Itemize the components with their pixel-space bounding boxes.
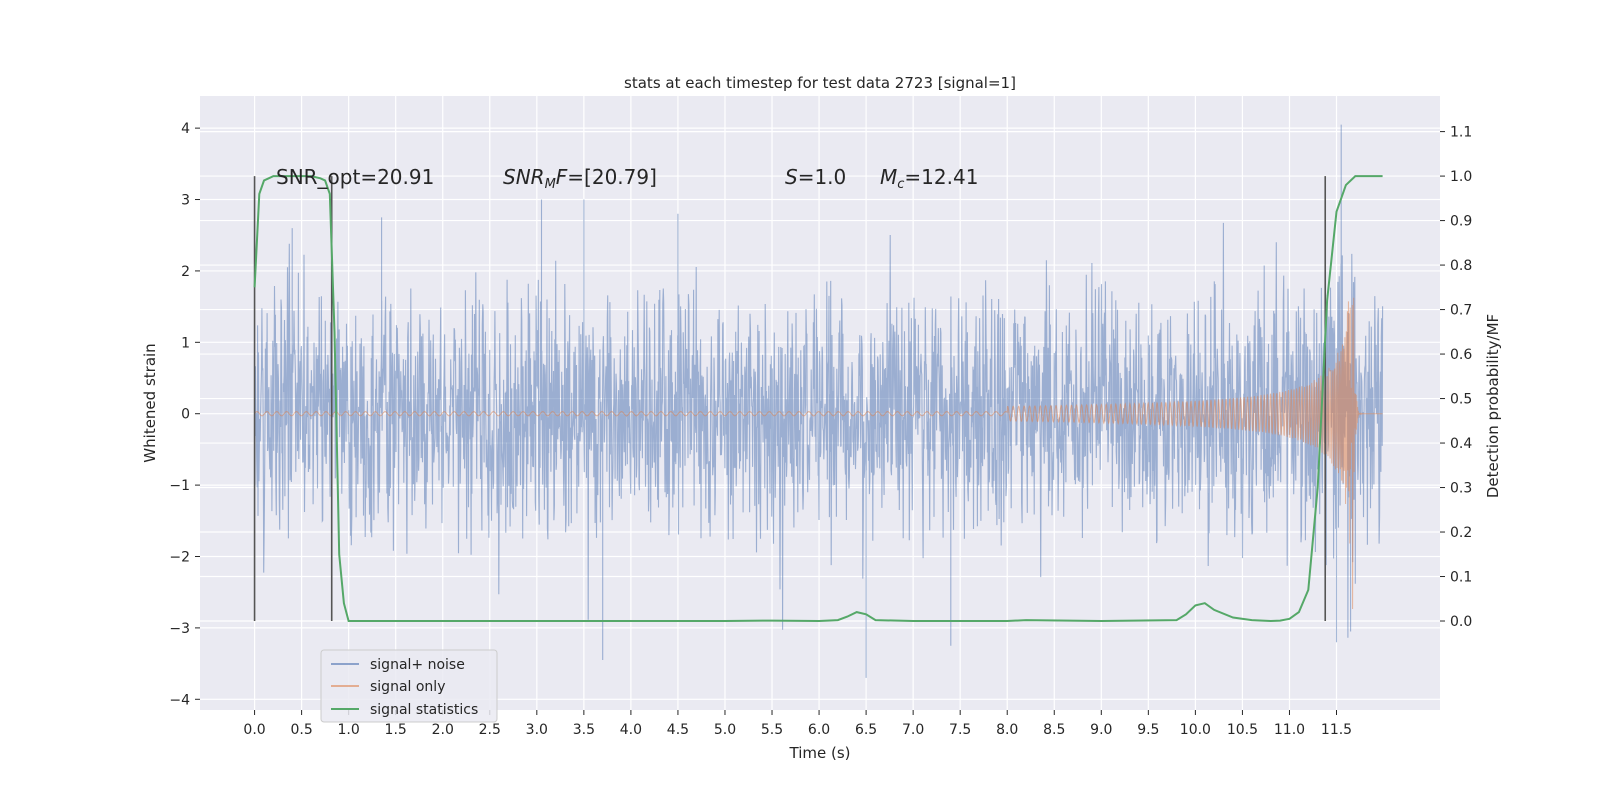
legend-label-signal-only: signal only [370,679,445,695]
annotation-snr-mf-rest: =[20.79] [567,165,657,189]
y-right-tick-label: 0.5 [1450,392,1472,408]
series-signal-only [254,297,1383,610]
chart-title: stats at each timestep for test data 272… [624,74,1016,92]
y-left-tick-label: 2 [181,264,190,280]
x-tick-label: 2.5 [479,722,501,738]
y-right-tick-label: 0.4 [1450,436,1472,452]
x-tick-label: 9.5 [1137,722,1159,738]
annotation-mc-sub: c [897,177,904,192]
y-left-tick-label: −3 [169,621,190,637]
series-signal-plus-noise [254,124,1384,678]
y-right-tick-label: 0.9 [1450,214,1472,230]
x-tick-label: 8.0 [996,722,1018,738]
x-tick-label: 11.0 [1274,722,1305,738]
x-axis-ticks: 0.0 0.5 1.0 1.5 2.0 2.5 3.0 3.5 4.0 4.5 5.0 5.5 6.0 6… [243,710,1352,738]
x-tick-label: 4.0 [620,722,642,738]
y-right-tick-label: 0.6 [1450,347,1472,363]
x-tick-label: 6.5 [855,722,877,738]
series-signal-statistics [253,175,1383,623]
annotation-snr-mf: SNRMF=[20.79] [503,165,657,192]
x-tick-label: 7.0 [902,722,924,738]
y-right-tick-label: 1.0 [1450,169,1472,185]
x-axis-label: Time (s) [789,744,851,762]
y-right-tick-label: 0.2 [1450,525,1472,541]
y-left-tick-label: 0 [181,407,190,423]
annotation-snr-opt: SNR_opt=20.91 [276,165,434,189]
y-left-tick-label: 3 [181,193,190,209]
annotation-s-rest: =1.0 [798,165,847,189]
x-tick-label: 1.0 [338,722,360,738]
legend-box [320,649,498,723]
y-left-tick-label: 4 [181,121,190,137]
x-tick-label: 5.5 [761,722,783,738]
x-tick-label: 8.5 [1043,722,1065,738]
annotation-mc: Mc=12.41 [880,165,978,192]
annotation-s: S=1.0 [785,165,846,189]
x-tick-label: 2.0 [432,722,454,738]
x-tick-label: 3.5 [573,722,595,738]
annotation-snr-mf-f: F [556,165,568,189]
annotation-snr-mf-sub: M [545,177,556,192]
x-tick-label: 0.0 [243,722,265,738]
y-right-tick-label: 0.7 [1450,303,1472,319]
annotation-snr-mf-base: SNR [503,165,545,189]
legend-label-signal-plus-noise: signal+ noise [370,657,465,673]
y-left-tick-label: 1 [181,335,190,351]
y-left-tick-label: −1 [169,478,190,494]
plot-content [253,124,1384,678]
x-tick-label: 1.5 [385,722,407,738]
y-left-tick-label: −2 [169,550,190,566]
y-right-tick-label: 0.8 [1450,258,1472,274]
y-axis-left-ticks: 4 3 2 1 0 −1 −2 −3 −4 [169,121,200,708]
annotation-mc-base: M [880,165,897,189]
x-tick-label: 0.5 [290,722,312,738]
y-axis-left-label: Whitened strain [141,343,159,462]
y-left-tick-label: −4 [169,692,190,708]
y-axis-right-ticks: 1.1 1.0 0.9 0.8 0.7 0.6 0.5 0.4 0.3 0.2 0.1 0.0 [1440,125,1472,630]
y-axis-right-label: Detection probability/MF [1484,314,1502,498]
y-right-tick-label: 0.1 [1450,570,1472,586]
x-tick-label: 9.0 [1090,722,1112,738]
legend-label-signal-statistics: signal statistics [370,702,478,718]
x-tick-label: 7.5 [949,722,971,738]
annotation-mc-rest: =12.41 [904,165,978,189]
legend: signal+ noise signal only signal statist… [320,649,498,723]
x-tick-label: 5.0 [714,722,736,738]
y-right-tick-label: 1.1 [1450,125,1472,141]
x-tick-label: 10.0 [1180,722,1211,738]
y-right-tick-label: 0.0 [1450,614,1472,630]
x-tick-label: 10.5 [1227,722,1258,738]
annotation-s-base: S [785,165,798,189]
x-tick-label: 3.0 [526,722,548,738]
x-tick-label: 11.5 [1321,722,1352,738]
x-tick-label: 4.5 [667,722,689,738]
y-right-tick-label: 0.3 [1450,481,1472,497]
x-tick-label: 6.0 [808,722,830,738]
